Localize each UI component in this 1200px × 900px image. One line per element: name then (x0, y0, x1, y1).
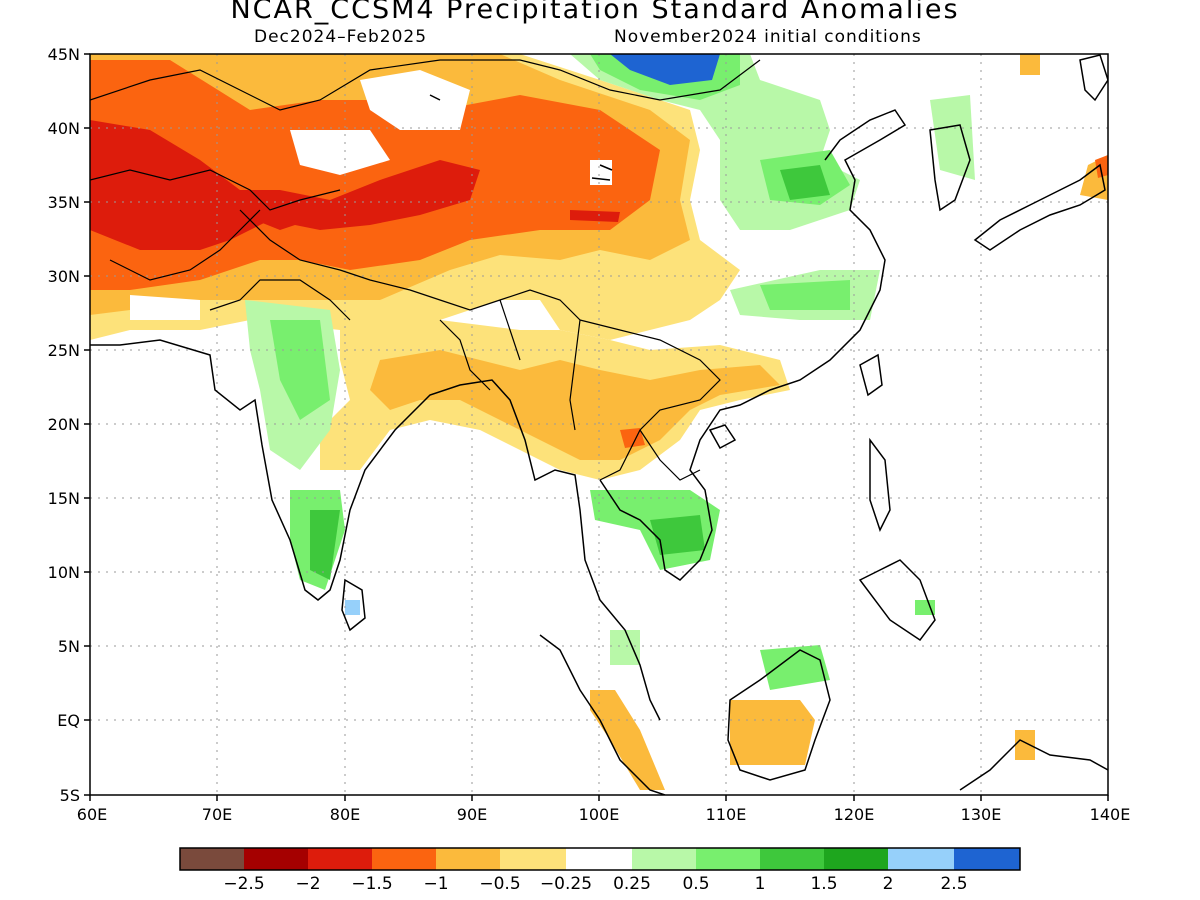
lon-label: 80E (330, 805, 360, 824)
anomaly-shading (90, 54, 1108, 790)
colorbar-swatch (566, 848, 632, 870)
colorbar-swatch (632, 848, 696, 870)
colorbar-label: −1.5 (351, 874, 392, 894)
colorbar-label: 2.5 (940, 874, 967, 894)
lat-label: 20N (48, 415, 80, 434)
lat-label: EQ (57, 711, 80, 730)
colorbar-swatch (372, 848, 436, 870)
lon-label: 110E (706, 805, 747, 824)
colorbar-swatch (824, 848, 888, 870)
lat-label: 40N (48, 119, 80, 138)
lon-label: 120E (834, 805, 875, 824)
colorbar-swatch (760, 848, 824, 870)
colorbar-swatch (436, 848, 500, 870)
colorbar-label: 0.5 (682, 874, 709, 894)
lon-label: 140E (1090, 805, 1131, 824)
lat-lon-grid (90, 54, 1108, 795)
colorbar-label: −1 (423, 874, 448, 894)
colorbar-labels: −2.5 −2 −1.5 −1 −0.5 −0.25 0.25 0.5 1 1.… (223, 874, 967, 894)
lat-label: 5N (58, 637, 80, 656)
lon-label: 70E (202, 805, 232, 824)
axis-ticks (84, 53, 1109, 801)
colorbar-label: −2 (295, 874, 320, 894)
colorbar-label: 1.5 (810, 874, 837, 894)
colorbar-swatch (696, 848, 760, 870)
season-label: Dec2024–Feb2025 (254, 27, 428, 47)
lat-label: 10N (48, 563, 80, 582)
country-borders (90, 59, 761, 481)
colorbar-label: 2 (883, 874, 894, 894)
lat-label: 45N (48, 45, 80, 64)
lon-label: 90E (457, 805, 487, 824)
colorbar-label: −2.5 (223, 874, 264, 894)
lon-label: 100E (579, 805, 620, 824)
map-title: NCAR_CCSM4 Precipitation Standard Anomal… (230, 0, 960, 25)
colorbar-swatch (180, 848, 244, 870)
lat-label: 35N (48, 193, 80, 212)
initial-conditions-label: November2024 initial conditions (614, 27, 922, 47)
lon-label: 60E (77, 805, 107, 824)
lat-label: 25N (48, 341, 80, 360)
colorbar-label: 1 (755, 874, 766, 894)
lon-label: 130E (961, 805, 1002, 824)
colorbar-label: 0.25 (613, 874, 651, 894)
colorbar-swatch (500, 848, 566, 870)
colorbar-swatch (888, 848, 954, 870)
colorbar-swatch (308, 848, 372, 870)
colorbar-swatch (244, 848, 308, 870)
colorbar (179, 847, 1021, 871)
lat-label: 15N (48, 489, 80, 508)
latitude-labels: 45N 40N 35N 30N 25N 20N 15N 10N 5N EQ 5S (48, 45, 80, 805)
colorbar-swatch (954, 848, 1020, 870)
coastlines (90, 54, 1108, 795)
colorbar-label: −0.25 (540, 874, 592, 894)
colorbar-label: −0.5 (479, 874, 520, 894)
longitude-labels: 60E 70E 80E 90E 100E 110E 120E 130E 140E (77, 805, 1131, 824)
lat-label: 5S (60, 786, 80, 805)
lat-label: 30N (48, 267, 80, 286)
